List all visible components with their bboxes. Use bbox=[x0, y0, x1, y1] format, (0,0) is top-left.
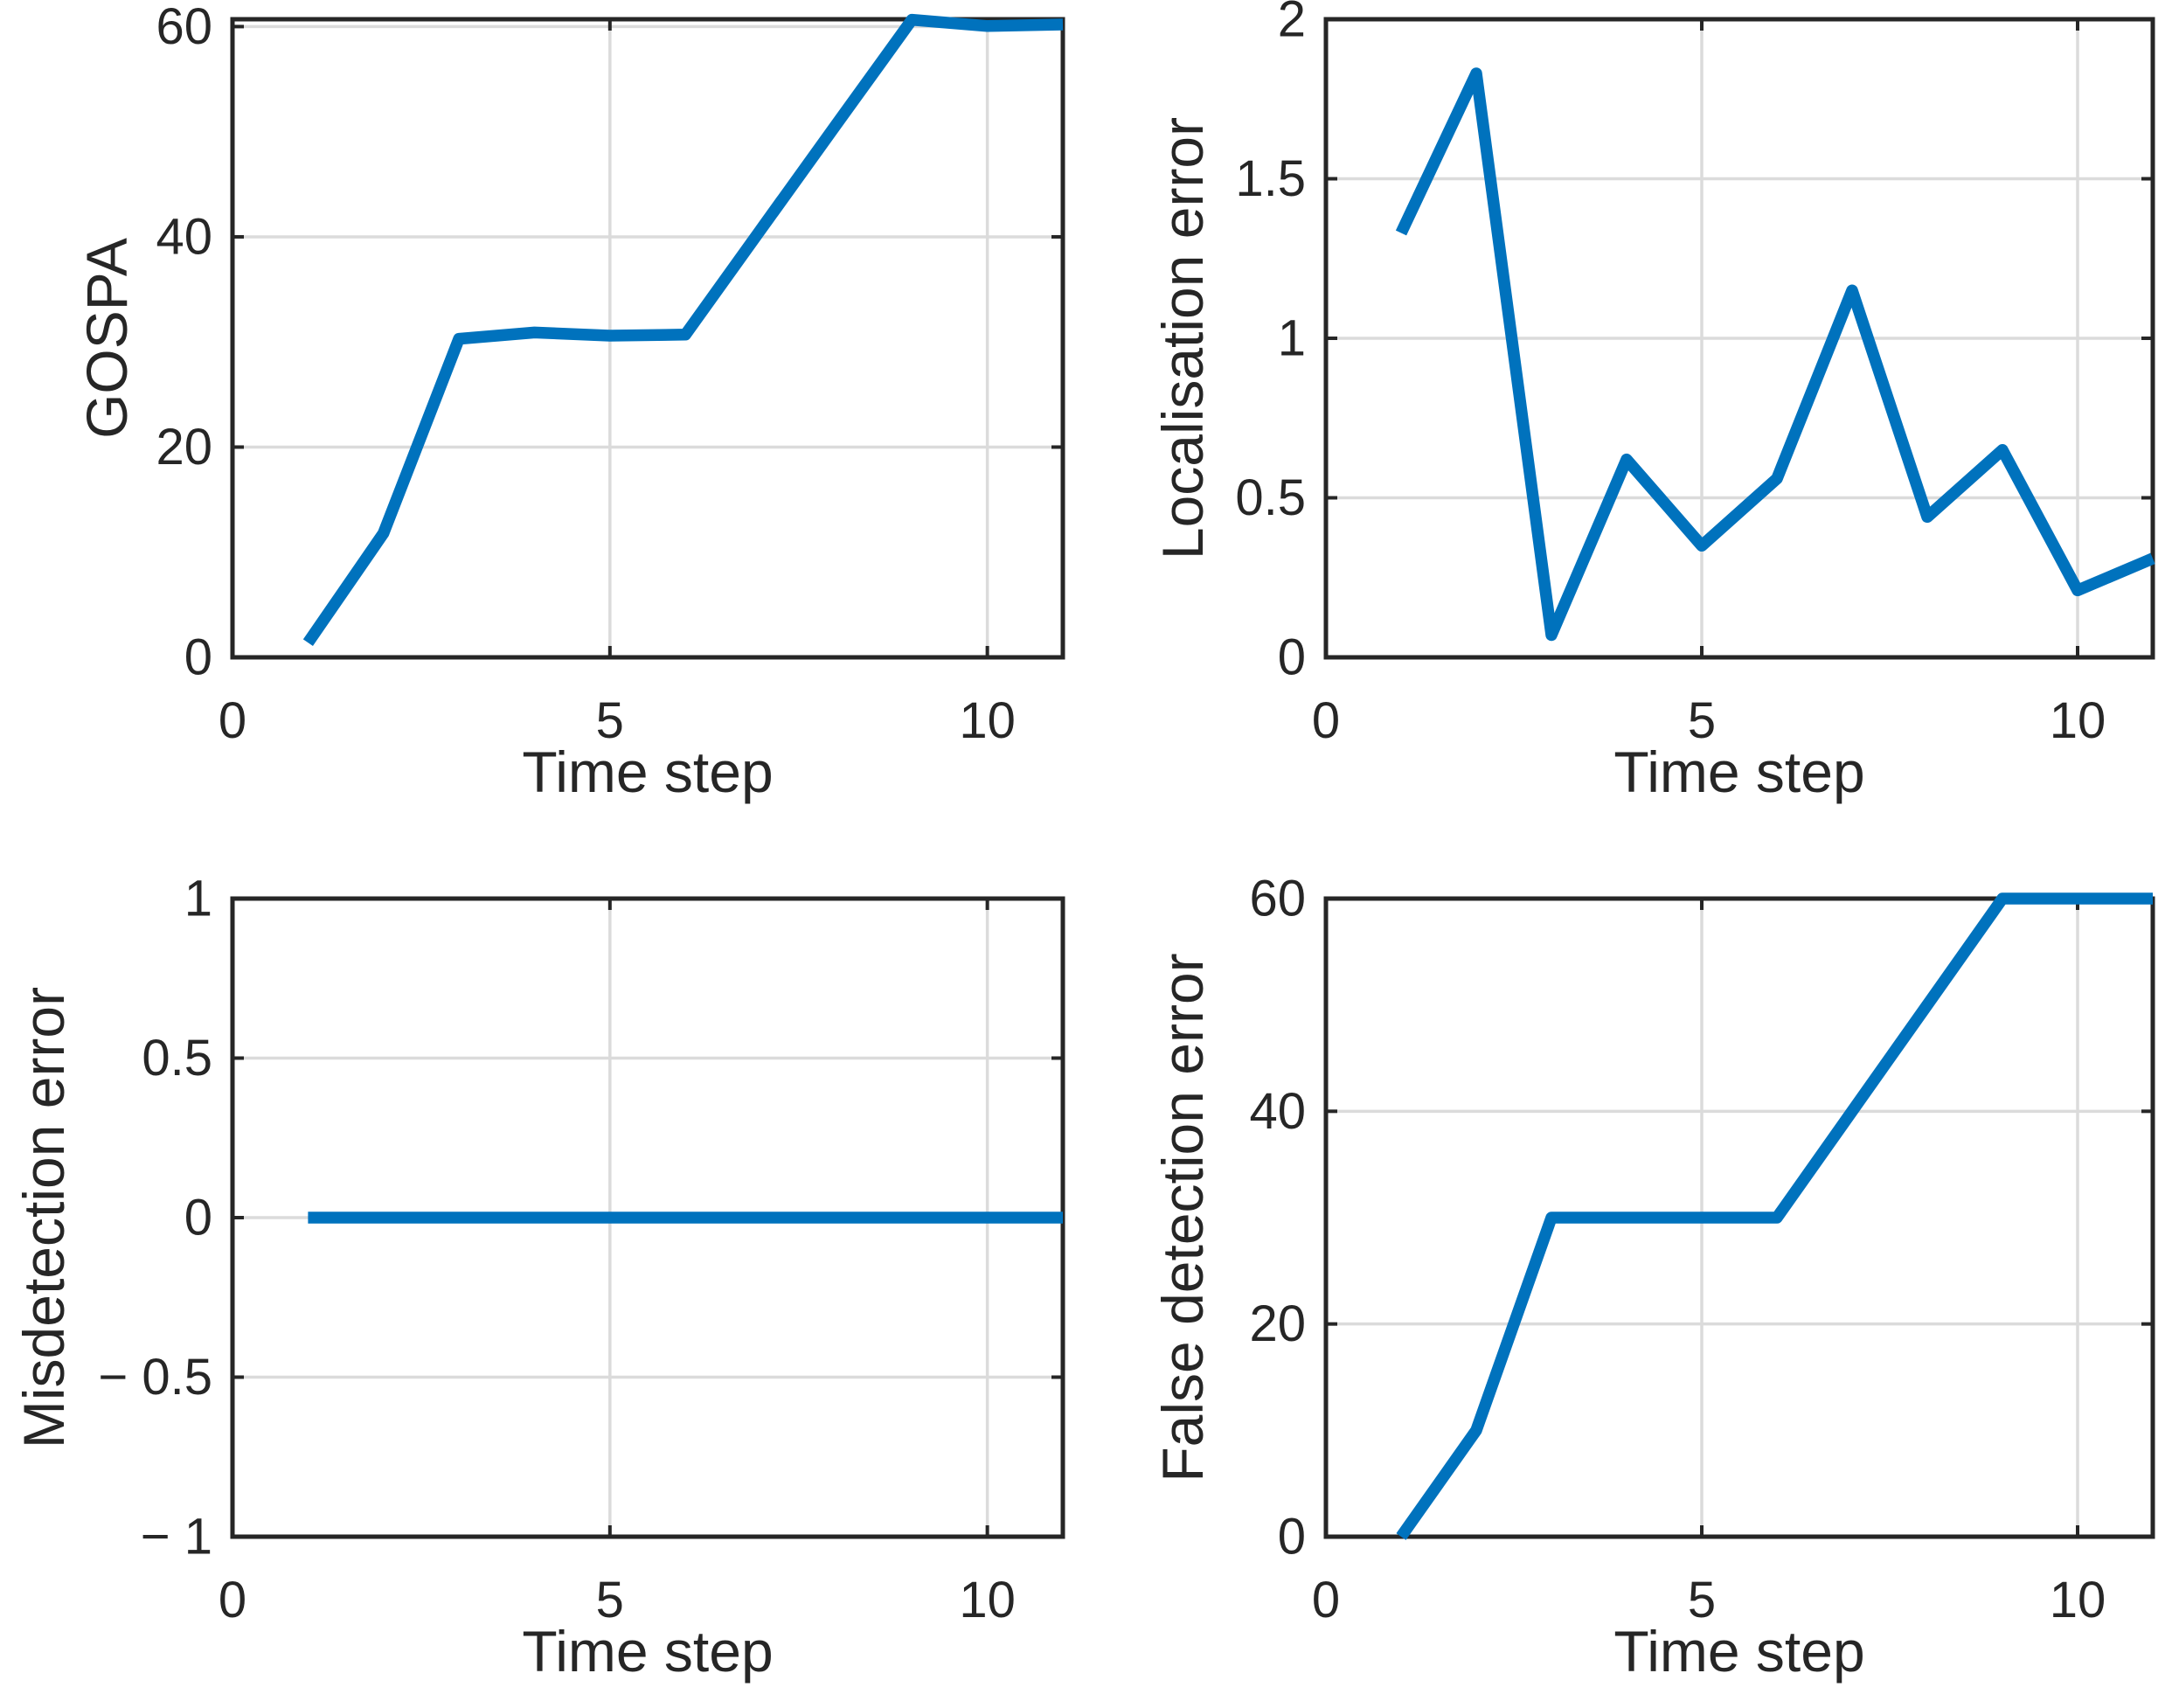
subplot-gospa: 0 5 10 0 20 40 60 Time step GOSPA bbox=[0, 0, 1086, 854]
tick-labels: 0 5 10 0 20 40 60 bbox=[1249, 871, 2106, 1629]
x-tick-label: 10 bbox=[959, 1572, 1016, 1628]
y-tick-label: 0 bbox=[184, 629, 212, 686]
y-tick-label: 60 bbox=[156, 0, 212, 55]
localisation-error-x-axis-label: Time step bbox=[1613, 739, 1864, 804]
tick-labels: 0 5 10 0 20 40 60 bbox=[156, 0, 1015, 749]
x-tick-label: 5 bbox=[596, 1572, 624, 1628]
x-tick-label: 10 bbox=[2050, 1572, 2106, 1628]
y-tick-label: − 0.5 bbox=[98, 1349, 212, 1406]
y-tick-label: 1 bbox=[1278, 310, 1306, 367]
x-tick-label: 0 bbox=[219, 692, 246, 749]
gospa-y-axis-label: GOSPA bbox=[74, 238, 139, 439]
tick-labels: 0 5 10 0 0.5 1 1.5 2 bbox=[1235, 0, 2106, 749]
axes-box bbox=[1323, 896, 2155, 1539]
y-tick-label: 1 bbox=[184, 871, 212, 927]
x-tick-label: 0 bbox=[219, 1572, 246, 1628]
localisation-error-data-line bbox=[1395, 67, 2155, 642]
y-tick-label: 0.5 bbox=[1235, 469, 1306, 526]
axes-box bbox=[230, 17, 1065, 660]
y-tick-label: 20 bbox=[156, 419, 212, 476]
x-tick-label: 5 bbox=[596, 692, 624, 749]
y-tick-label: 2 bbox=[1278, 0, 1306, 48]
misdetection-error-chart: 0 5 10 − 1 − 0.5 0 0.5 1 Time step Misdetection e… bbox=[11, 871, 1065, 1684]
y-tick-label: 1.5 bbox=[1235, 150, 1306, 207]
x-tick-label: 5 bbox=[1688, 1572, 1716, 1628]
localisation-error-y-axis-label: Localisation error bbox=[1150, 117, 1215, 559]
subplot-false-detection-error: 0 5 10 0 20 40 60 Time step False detection erro… bbox=[1086, 854, 2172, 1708]
axes-box bbox=[1323, 17, 2155, 660]
gospa-x-axis-label: Time step bbox=[522, 739, 773, 804]
gospa-data-line bbox=[302, 13, 1064, 647]
gospa-chart: 0 5 10 0 20 40 60 Time step GOSPA bbox=[74, 0, 1065, 804]
tick-labels: 0 5 10 − 1 − 0.5 0 0.5 1 bbox=[98, 871, 1016, 1629]
x-tick-label: 5 bbox=[1688, 692, 1716, 749]
y-tick-label: − 1 bbox=[141, 1509, 212, 1566]
subplot-misdetection-error: 0 5 10 − 1 − 0.5 0 0.5 1 Time step Misdetection e… bbox=[0, 854, 1086, 1708]
false-detection-error-y-axis-label: False detection error bbox=[1150, 953, 1215, 1482]
misdetection-error-y-axis-label: Misdetection error bbox=[11, 987, 76, 1448]
y-tick-label: 40 bbox=[156, 208, 212, 265]
x-tick-label: 10 bbox=[959, 692, 1016, 749]
subplot-localisation-error: 0 5 10 0 0.5 1 1.5 2 Time step Localisation error bbox=[1086, 0, 2172, 854]
x-tick-label: 10 bbox=[2050, 692, 2106, 749]
y-tick-label: 0 bbox=[1278, 629, 1306, 686]
y-tick-label: 0 bbox=[1278, 1509, 1306, 1566]
false-detection-error-data-line bbox=[1396, 892, 2153, 1540]
x-tick-label: 0 bbox=[1312, 692, 1340, 749]
y-tick-label: 40 bbox=[1249, 1083, 1306, 1140]
false-detection-error-x-axis-label: Time step bbox=[1613, 1619, 1864, 1684]
y-tick-label: 60 bbox=[1249, 871, 1306, 927]
y-tick-label: 20 bbox=[1249, 1295, 1306, 1352]
misdetection-error-x-axis-label: Time step bbox=[522, 1619, 773, 1684]
x-tick-label: 0 bbox=[1312, 1572, 1340, 1628]
localisation-error-chart: 0 5 10 0 0.5 1 1.5 2 Time step Localisation error bbox=[1150, 0, 2155, 804]
y-tick-label: 0 bbox=[184, 1190, 212, 1246]
y-tick-label: 0.5 bbox=[142, 1030, 212, 1087]
false-detection-error-chart: 0 5 10 0 20 40 60 Time step False detection erro… bbox=[1150, 871, 2155, 1684]
grid bbox=[1324, 17, 2153, 659]
